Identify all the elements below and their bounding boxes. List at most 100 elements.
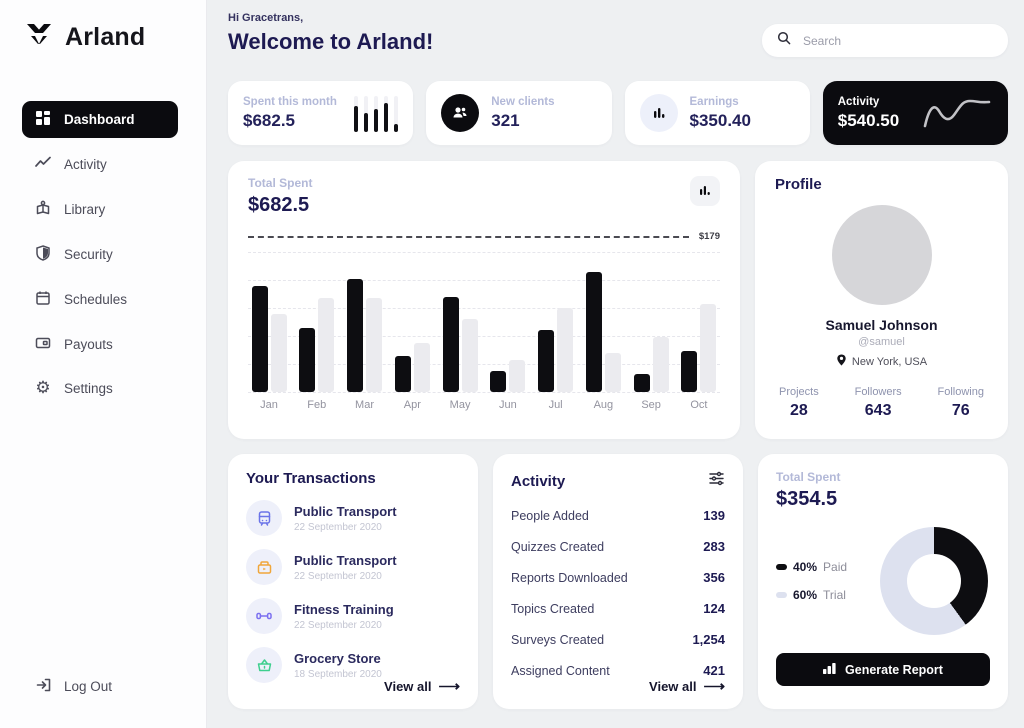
- profile-name: Samuel Johnson: [825, 317, 938, 333]
- secondary-bar: [652, 337, 669, 392]
- transaction-name: Fitness Training: [294, 601, 394, 617]
- transactions-title: Your Transactions: [246, 470, 376, 487]
- transaction-row[interactable]: Public Transport 22 September 2020: [246, 500, 460, 536]
- activity-row-label: Quizzes Created: [511, 539, 605, 554]
- stat-label: New clients: [491, 95, 555, 108]
- sidebar-item-settings[interactable]: ⚙ Settings: [22, 371, 178, 405]
- bar-group: [248, 252, 290, 392]
- pstat-label: Followers: [854, 386, 902, 398]
- bar-group: [391, 252, 433, 392]
- stat-value: $350.40: [689, 110, 751, 130]
- generate-report-button[interactable]: Generate Report: [776, 653, 990, 686]
- arrow-right-icon: ⟶: [438, 678, 460, 695]
- activity-view-all-button[interactable]: View all ⟶: [649, 677, 725, 695]
- secondary-bar: [318, 298, 335, 392]
- activity-row-value: 139: [703, 508, 725, 523]
- secondary-bar: [604, 352, 621, 392]
- profile-stats: Projects 28 Followers 643 Following 76: [775, 386, 988, 420]
- legend-name: Paid: [823, 560, 848, 574]
- transaction-name: Public Transport: [294, 503, 397, 519]
- activity-row-label: Reports Downloaded: [511, 570, 628, 585]
- transaction-row[interactable]: Fitness Training 22 September 2020: [246, 598, 460, 634]
- sidebar-item-label: Settings: [64, 380, 113, 396]
- primary-bar: [299, 327, 316, 392]
- activity-row: Surveys Created 1,254: [511, 632, 725, 647]
- secondary-bar: [700, 303, 717, 392]
- transaction-date: 22 September 2020: [294, 619, 382, 631]
- transaction-row[interactable]: Grocery Store 18 September 2020: [246, 647, 460, 683]
- activity-row-label: Surveys Created: [511, 632, 605, 647]
- header: Hi Gracetrans, Welcome to Arland!: [228, 12, 1008, 57]
- primary-bar: [538, 330, 555, 392]
- x-axis-label: Jan: [260, 399, 278, 411]
- shield-icon: [35, 245, 51, 264]
- stat-value: 321: [491, 110, 520, 130]
- primary-bar: [490, 371, 507, 392]
- chart-type-button[interactable]: [690, 176, 720, 206]
- stat-card-spent: Spent this month $682.5: [228, 81, 414, 145]
- dumbbell-icon: [246, 598, 282, 634]
- report-bars-icon: [823, 662, 836, 677]
- sidebar-item-library[interactable]: Library: [22, 191, 178, 228]
- bar-chart-icon: [639, 94, 678, 132]
- sidebar-item-dashboard[interactable]: Dashboard: [22, 101, 178, 138]
- pstat-label: Following: [937, 386, 984, 398]
- spent-summary-label: Total Spent: [776, 470, 841, 484]
- threshold-label: $179: [698, 231, 720, 242]
- total-spent-chart-card: Total Spent $682.5 $179: [228, 161, 740, 439]
- wallet-icon: [246, 549, 282, 585]
- activity-row: Assigned Content 421: [511, 663, 725, 678]
- pstat-value: 643: [864, 402, 892, 419]
- page-title: Welcome to Arland!: [228, 29, 434, 54]
- transaction-row[interactable]: Public Transport 22 September 2020: [246, 549, 460, 585]
- filter-sliders-icon[interactable]: [708, 470, 725, 492]
- stat-card-earnings: Earnings $350.40: [624, 81, 810, 145]
- library-icon: [35, 200, 51, 219]
- paid-swatch: [776, 564, 787, 570]
- sidebar-item-activity[interactable]: Activity: [22, 146, 178, 183]
- donut-chart: [880, 527, 988, 635]
- sidebar-item-payouts[interactable]: Payouts: [22, 326, 178, 363]
- search-input[interactable]: [801, 32, 993, 49]
- activity-row-value: 124: [703, 601, 725, 616]
- primary-bar: [347, 278, 364, 392]
- sidebar-item-security[interactable]: Security: [22, 236, 178, 273]
- bar-group: [487, 252, 529, 392]
- bar-group: [296, 252, 338, 392]
- profile-title: Profile: [775, 176, 822, 193]
- primary-bar: [633, 373, 650, 392]
- logout-icon: [36, 677, 52, 696]
- activity-row-label: Assigned Content: [511, 663, 610, 678]
- secondary-bar: [366, 298, 383, 392]
- stat-card-clients: New clients 321: [426, 81, 612, 145]
- x-axis-label: Aug: [593, 399, 614, 411]
- activity-row-label: Topics Created: [511, 601, 595, 616]
- gear-icon: ⚙: [35, 378, 51, 397]
- spent-summary-value: $354.5: [776, 488, 838, 510]
- avatar: [831, 205, 932, 305]
- view-all-label: View all: [384, 678, 432, 694]
- secondary-bar: [461, 319, 478, 392]
- basket-icon: [246, 647, 282, 683]
- logout-button[interactable]: Log Out: [36, 677, 112, 696]
- transaction-date: 22 September 2020: [294, 570, 382, 582]
- bar-group: [582, 252, 624, 392]
- profile-card: Profile Samuel Johnson @samuel New York,…: [755, 161, 1008, 439]
- activity-row: Reports Downloaded 356: [511, 570, 725, 585]
- bar-group: [439, 252, 481, 392]
- transactions-view-all-button[interactable]: View all ⟶: [384, 677, 460, 695]
- logout-label: Log Out: [64, 679, 113, 694]
- search-box[interactable]: [762, 24, 1008, 57]
- bottom-grid: Your Transactions Public Transport 22 Se…: [228, 454, 1008, 709]
- primary-bar: [394, 355, 411, 392]
- sidebar-item-schedules[interactable]: Schedules: [22, 281, 178, 318]
- pstat-value: 28: [789, 402, 808, 419]
- spent-summary-card: Total Spent $354.5 40% Paid 60% Trial: [758, 454, 1008, 709]
- transaction-date: 22 September 2020: [294, 521, 382, 533]
- activity-row-value: 1,254: [692, 632, 725, 647]
- main-content: Hi Gracetrans, Welcome to Arland! Spent …: [207, 0, 1024, 728]
- trial-swatch: [776, 592, 787, 598]
- bar-group: [344, 252, 386, 392]
- main-grid: Total Spent $682.5 $179: [228, 161, 1008, 439]
